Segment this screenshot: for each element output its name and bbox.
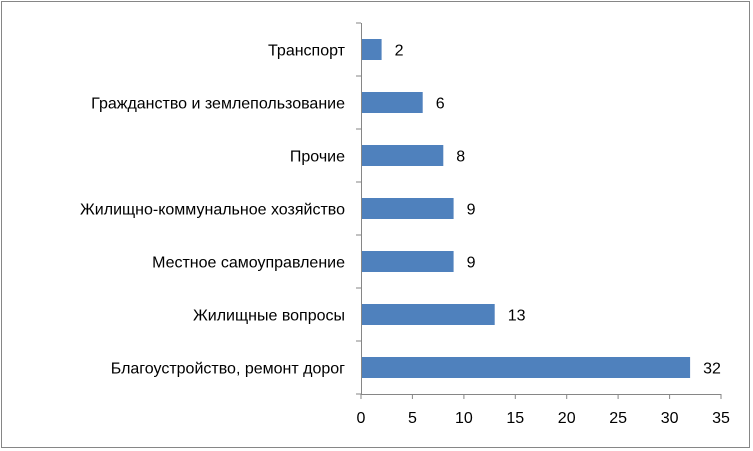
bar-value-label: 9 bbox=[467, 202, 476, 219]
category-label: Транспорт bbox=[268, 43, 346, 60]
bars-group bbox=[361, 39, 691, 378]
bar-value-label: 32 bbox=[703, 361, 721, 378]
x-tick-label: 5 bbox=[408, 410, 417, 427]
category-label: Местное самоуправление bbox=[152, 255, 345, 272]
x-tick-label: 25 bbox=[609, 410, 627, 427]
bar bbox=[361, 304, 495, 325]
bar bbox=[361, 145, 444, 166]
bar bbox=[361, 357, 691, 378]
category-label: Жилищно-коммунальное хозяйство bbox=[80, 202, 345, 219]
x-tick-label: 0 bbox=[357, 410, 366, 427]
bar bbox=[361, 251, 454, 272]
bar bbox=[361, 39, 382, 60]
axes-group bbox=[356, 22, 721, 395]
x-tick-label: 15 bbox=[506, 410, 524, 427]
x-tick-label: 35 bbox=[712, 410, 730, 427]
value-labels-group: 2 6 8 9 9 13 32 bbox=[395, 43, 721, 378]
category-label: Прочие bbox=[290, 149, 345, 166]
bar bbox=[361, 92, 423, 113]
bar-value-label: 13 bbox=[508, 308, 526, 325]
x-ticks-group: 0 5 10 15 20 25 30 35 bbox=[357, 394, 730, 427]
x-tick-label: 20 bbox=[558, 410, 576, 427]
category-label: Гражданство и землепользование bbox=[91, 96, 345, 113]
bar bbox=[361, 198, 454, 219]
bar-value-label: 8 bbox=[456, 149, 465, 166]
x-tick-label: 10 bbox=[455, 410, 473, 427]
category-labels-group: Транспорт Гражданство и землепользование П… bbox=[80, 43, 346, 378]
category-label: Жилищные вопросы bbox=[193, 308, 345, 325]
category-label: Благоустройство, ремонт дорог bbox=[111, 361, 345, 378]
x-tick-label: 30 bbox=[661, 410, 679, 427]
bar-value-label: 6 bbox=[436, 96, 445, 113]
bar-value-label: 2 bbox=[395, 43, 404, 60]
bar-value-label: 9 bbox=[467, 255, 476, 272]
